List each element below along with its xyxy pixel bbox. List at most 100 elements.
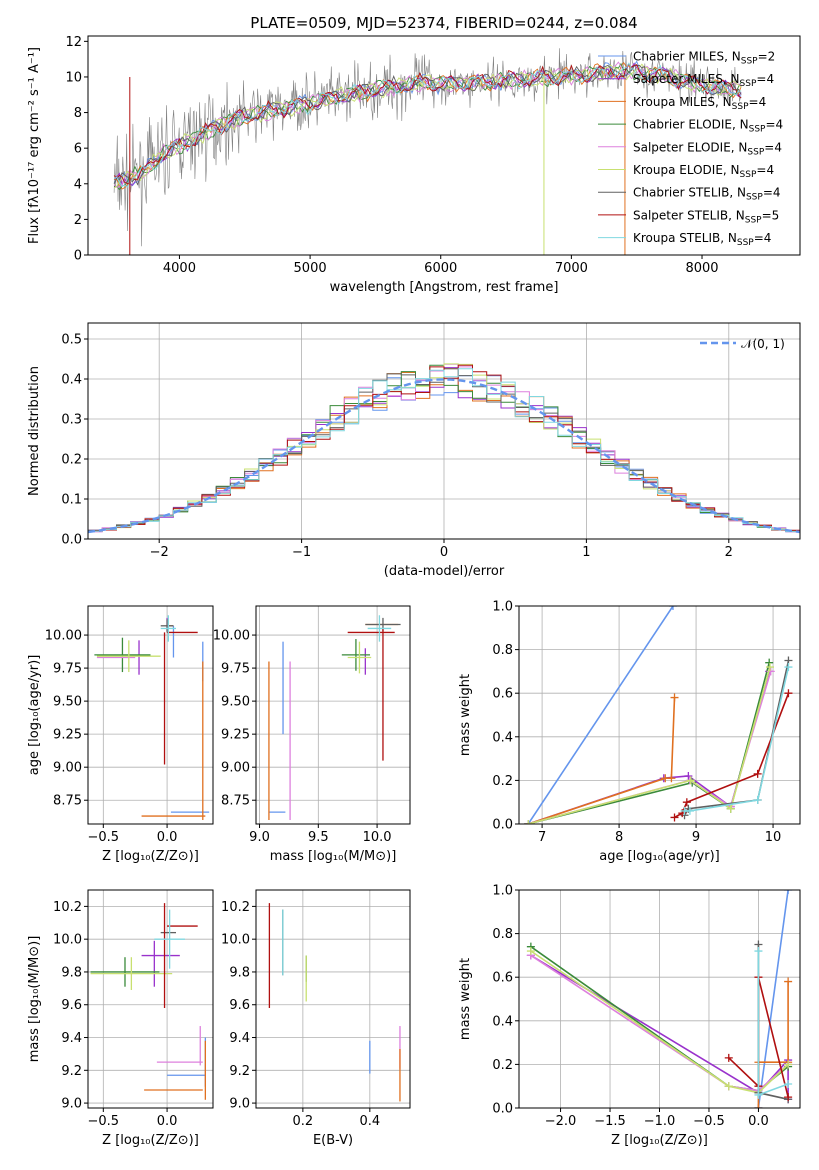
x-tick-label: 9 (692, 830, 700, 845)
y-tick-label: 0.6 (492, 687, 513, 702)
data-point (784, 1060, 793, 1069)
y-tick-label: 9.6 (61, 998, 82, 1013)
normal-curve (88, 378, 800, 534)
y-tick-label: 9.8 (229, 965, 250, 980)
y-tick-label: 10.2 (221, 900, 250, 915)
x-tick-label: 8000 (685, 261, 718, 276)
data-point (670, 693, 679, 702)
x-axis-label: age [log₁₀(age/yr)] (599, 849, 720, 864)
x-tick-label: 0.4 (359, 1114, 380, 1129)
data-point (784, 689, 793, 698)
data-point (754, 1104, 763, 1108)
model-spectrum (113, 63, 742, 185)
x-tick-label: 4000 (163, 261, 196, 276)
weight-series (527, 666, 771, 824)
x-tick-label: −2 (150, 545, 169, 560)
x-tick-label: 6000 (424, 261, 457, 276)
data-point (765, 658, 774, 667)
x-tick-label: 7 (538, 830, 546, 845)
legend-entry: Salpeter ELODIE, NSSP=4 (633, 140, 782, 157)
y-tick-label: 9.0 (61, 1097, 82, 1112)
x-tick-label: −0.5 (693, 1114, 725, 1129)
x-tick-label: 10 (765, 830, 782, 845)
data-point (726, 804, 735, 813)
y-tick-label: 1.0 (492, 884, 513, 899)
plot-area (526, 890, 793, 1108)
y-tick-label: 0.1 (61, 493, 82, 508)
y-tick-label: 9.00 (53, 761, 82, 776)
y-tick-label: 9.25 (53, 728, 82, 743)
x-tick-label: 1 (582, 545, 590, 560)
weight-series (530, 954, 789, 1100)
legend: Chabrier MILES, NSSP=2 Salpeter MILES, NS… (598, 50, 783, 248)
x-tick-label: 5000 (294, 261, 327, 276)
y-tick-label: 8 (74, 106, 82, 121)
data-point (784, 1093, 793, 1102)
y-tick-label: 9.6 (229, 998, 250, 1013)
y-axis-label: Flux [fλ10⁻¹⁷ erg cm⁻² s⁻¹ A⁻¹] (27, 47, 42, 244)
legend-entry: Chabrier ELODIE, NSSP=4 (633, 118, 783, 135)
model-spectrum (114, 62, 742, 191)
data-point (526, 947, 535, 956)
x-tick-label: 9.0 (249, 830, 270, 845)
y-tick-label: 0.6 (492, 971, 513, 986)
y-tick-label: 0.8 (492, 927, 513, 942)
x-tick-label: 2 (725, 545, 733, 560)
data-point (754, 1090, 763, 1099)
y-tick-label: 0 (74, 249, 82, 264)
data-point (684, 772, 693, 781)
y-tick-label: 0.8 (492, 643, 513, 658)
x-axis-label: E(B-V) (313, 1133, 353, 1148)
plot-area (268, 903, 401, 1102)
y-axis-label: mass [log₁₀(M/M⊙)] (27, 936, 42, 1063)
x-tick-label: 0.0 (748, 1114, 769, 1129)
y-tick-label: 9.75 (53, 662, 82, 677)
y-tick-label: 10.0 (221, 933, 250, 948)
legend-entry: Kroupa ELODIE, NSSP=4 (633, 163, 774, 180)
x-tick-label: −0.5 (88, 830, 120, 845)
histogram-series (88, 368, 800, 533)
legend-entry: Kroupa MILES, NSSP=4 (633, 95, 766, 112)
y-tick-label: 9.4 (229, 1031, 250, 1046)
y-tick-label: 9.8 (61, 965, 82, 980)
data-point (668, 606, 677, 610)
y-tick-label: 9.75 (221, 662, 250, 677)
model-spectrum (113, 63, 742, 189)
axes-frame (255, 605, 411, 825)
weight-series (527, 671, 772, 824)
weight-series (530, 950, 789, 1094)
weight-series (674, 692, 790, 819)
y-tick-label: 12 (65, 35, 82, 50)
chart-title: PLATE=0509, MJD=52374, FIBERID=0244, z=0… (250, 14, 637, 32)
y-tick-label: 9.4 (61, 1031, 82, 1046)
axes-frame (87, 889, 214, 1109)
y-tick-label: 0.3 (61, 413, 82, 428)
data-point (685, 806, 694, 815)
x-tick-label: −1.0 (644, 1114, 676, 1129)
x-axis-label: Z [log₁₀(Z/Z⊙)] (102, 849, 199, 864)
x-axis-label: (data-model)/error (384, 564, 505, 579)
plot-area (113, 48, 742, 255)
y-tick-label: 0.4 (492, 1014, 513, 1029)
y-tick-label: 0.4 (492, 730, 513, 745)
y-tick-label: 8.75 (53, 794, 82, 809)
y-tick-label: 10.00 (45, 629, 82, 644)
y-tick-label: 9.2 (61, 1064, 82, 1079)
spectrum-data (113, 48, 742, 247)
x-axis-label: mass [log₁₀(M/M⊙)] (270, 849, 397, 864)
y-tick-label: 0.0 (492, 818, 513, 833)
y-tick-label: 10.2 (53, 900, 82, 915)
axes-frame (87, 35, 801, 256)
x-tick-label: 7000 (555, 261, 588, 276)
x-tick-label: 10.0 (363, 830, 392, 845)
y-tick-label: 0.0 (492, 1102, 513, 1117)
y-tick-label: 0.2 (61, 453, 82, 468)
weight-series (757, 890, 789, 1108)
axes-mass-vs-ebv: 0.2 0.4 9.0 9.2 9.4 9.6 9.8 10.0 10.2 E(B-V) (221, 889, 411, 1148)
y-axis-label: mass weight (458, 958, 473, 1040)
y-tick-label: 2 (74, 213, 82, 228)
legend-entry: Salpeter STELIB, NSSP=5 (633, 208, 779, 225)
data-point (524, 820, 533, 824)
axes-residuals: −2 −1 0 1 2 0.0 0.1 0.2 0.3 0.4 0.5 (data-model)/er… (27, 322, 801, 579)
